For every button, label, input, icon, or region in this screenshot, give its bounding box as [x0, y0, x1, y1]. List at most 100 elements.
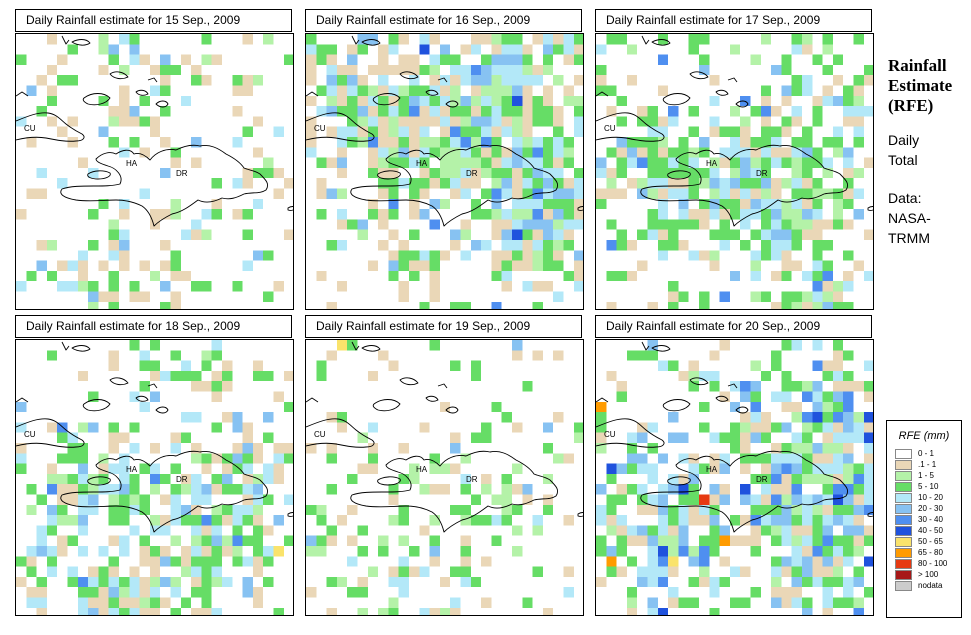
- rainfall-cell: [470, 432, 482, 443]
- rainfall-cell: [719, 198, 730, 210]
- rainfall-cell: [232, 515, 243, 526]
- rainfall-cell: [378, 546, 389, 557]
- rainfall-cell: [232, 504, 243, 516]
- rainfall-cell: [678, 525, 689, 536]
- rainfall-cell: [98, 126, 109, 137]
- rainfall-cell: [512, 188, 523, 199]
- rainfall-cell: [180, 484, 192, 495]
- rainfall-cell: [542, 504, 554, 516]
- rainfall-cell: [863, 391, 873, 402]
- rainfall-cell: [460, 167, 471, 179]
- rainfall-cell: [522, 75, 533, 86]
- rainfall-cell: [512, 85, 523, 96]
- rainfall-cell: [596, 44, 607, 55]
- rainfall-cell: [812, 412, 823, 423]
- rainfall-cell: [119, 116, 130, 127]
- rainfall-cell: [108, 587, 119, 598]
- rainfall-cell: [180, 546, 192, 557]
- rainfall-cell: [46, 95, 58, 107]
- rainfall-cell: [180, 412, 192, 423]
- rainfall-cell: [688, 515, 699, 526]
- rainfall-cell: [98, 484, 109, 495]
- rainfall-cell: [822, 453, 833, 464]
- rainfall-cell: [26, 546, 37, 557]
- rainfall-cell: [843, 281, 854, 292]
- rainfall-cell: [191, 281, 202, 292]
- rainfall-cell: [129, 576, 140, 588]
- rainfall-cell: [119, 229, 130, 240]
- rainfall-cell: [657, 250, 669, 261]
- rainfall-cell: [201, 546, 212, 557]
- panel-title: Daily Rainfall estimate for 17 Sep., 200…: [595, 9, 872, 32]
- rainfall-cell: [398, 473, 409, 485]
- rainfall-cell: [688, 546, 699, 557]
- rainfall-cell: [853, 85, 864, 96]
- rainfall-cell: [678, 178, 689, 189]
- rainfall-cell: [626, 137, 638, 148]
- rainfall-cell: [657, 453, 669, 464]
- rainfall-cell: [378, 116, 389, 127]
- rainfall-cell: [802, 209, 813, 220]
- rainfall-cell: [191, 484, 202, 495]
- rainfall-cell: [802, 229, 813, 240]
- rainfall-cell: [781, 556, 792, 567]
- rainfall-cell: [36, 587, 47, 598]
- rainfall-cell: [211, 546, 222, 557]
- rainfall-cell: [699, 504, 710, 516]
- rainfall-cell: [470, 360, 482, 371]
- rainfall-cell: [119, 515, 130, 526]
- rainfall-cell: [429, 463, 440, 474]
- rainfall-cell: [626, 587, 638, 598]
- rainfall-cell: [832, 281, 844, 292]
- rainfall-cell: [760, 291, 772, 302]
- rainfall-cell: [481, 188, 492, 199]
- rainfall-cell: [843, 147, 854, 158]
- rainfall-panel-2: Daily Rainfall estimate for 16 Sep., 200…: [305, 9, 584, 310]
- rainfall-cell: [336, 422, 348, 433]
- rainfall-cell: [771, 535, 782, 546]
- rainfall-cell: [843, 85, 854, 96]
- rainfall-cell: [647, 301, 658, 309]
- rainfall-cell: [637, 576, 648, 588]
- rainfall-cell: [709, 116, 720, 127]
- rainfall-cell: [522, 44, 533, 55]
- rainfall-cell: [781, 270, 792, 282]
- rainfall-cell: [88, 422, 99, 433]
- rainfall-cell: [553, 219, 564, 230]
- rainfall-cell: [191, 494, 202, 505]
- rainfall-cell: [191, 546, 202, 557]
- rainfall-cell: [596, 167, 607, 179]
- rainfall-cell: [88, 301, 99, 309]
- rainfall-cell: [668, 147, 679, 158]
- rainfall-cell: [160, 64, 171, 76]
- rainfall-cell: [398, 95, 409, 107]
- rainfall-cell: [316, 178, 327, 189]
- rainfall-cell: [863, 504, 873, 516]
- rainfall-cell: [771, 360, 782, 371]
- rainfall-cell: [419, 64, 430, 76]
- rainfall-cell: [863, 422, 873, 433]
- rainfall-cell: [419, 209, 430, 220]
- rainfall-cell: [439, 198, 451, 210]
- rainfall-cell: [222, 473, 233, 485]
- rainfall-cell: [522, 229, 533, 240]
- rainfall-cell: [812, 219, 823, 230]
- rainfall-cell: [26, 566, 37, 577]
- legend-label: 80 - 100: [918, 559, 948, 568]
- rainfall-cell: [532, 147, 543, 158]
- rainfall-cell: [678, 504, 689, 516]
- rainfall-cell: [242, 535, 253, 546]
- rainfall-cell: [750, 270, 761, 282]
- rainfall-cell: [668, 597, 679, 608]
- rainfall-cell: [108, 360, 119, 371]
- rainfall-cell: [709, 188, 720, 199]
- rainfall-cell: [378, 350, 389, 361]
- rainfall-cell: [170, 576, 181, 588]
- rainfall-cell: [542, 178, 554, 189]
- rainfall-cell: [812, 494, 823, 505]
- rainfall-cell: [822, 291, 833, 302]
- rainfall-cell: [129, 566, 140, 577]
- rainfall-cell: [802, 34, 813, 45]
- rainfall-cell: [26, 556, 37, 567]
- rainfall-cell: [242, 209, 253, 220]
